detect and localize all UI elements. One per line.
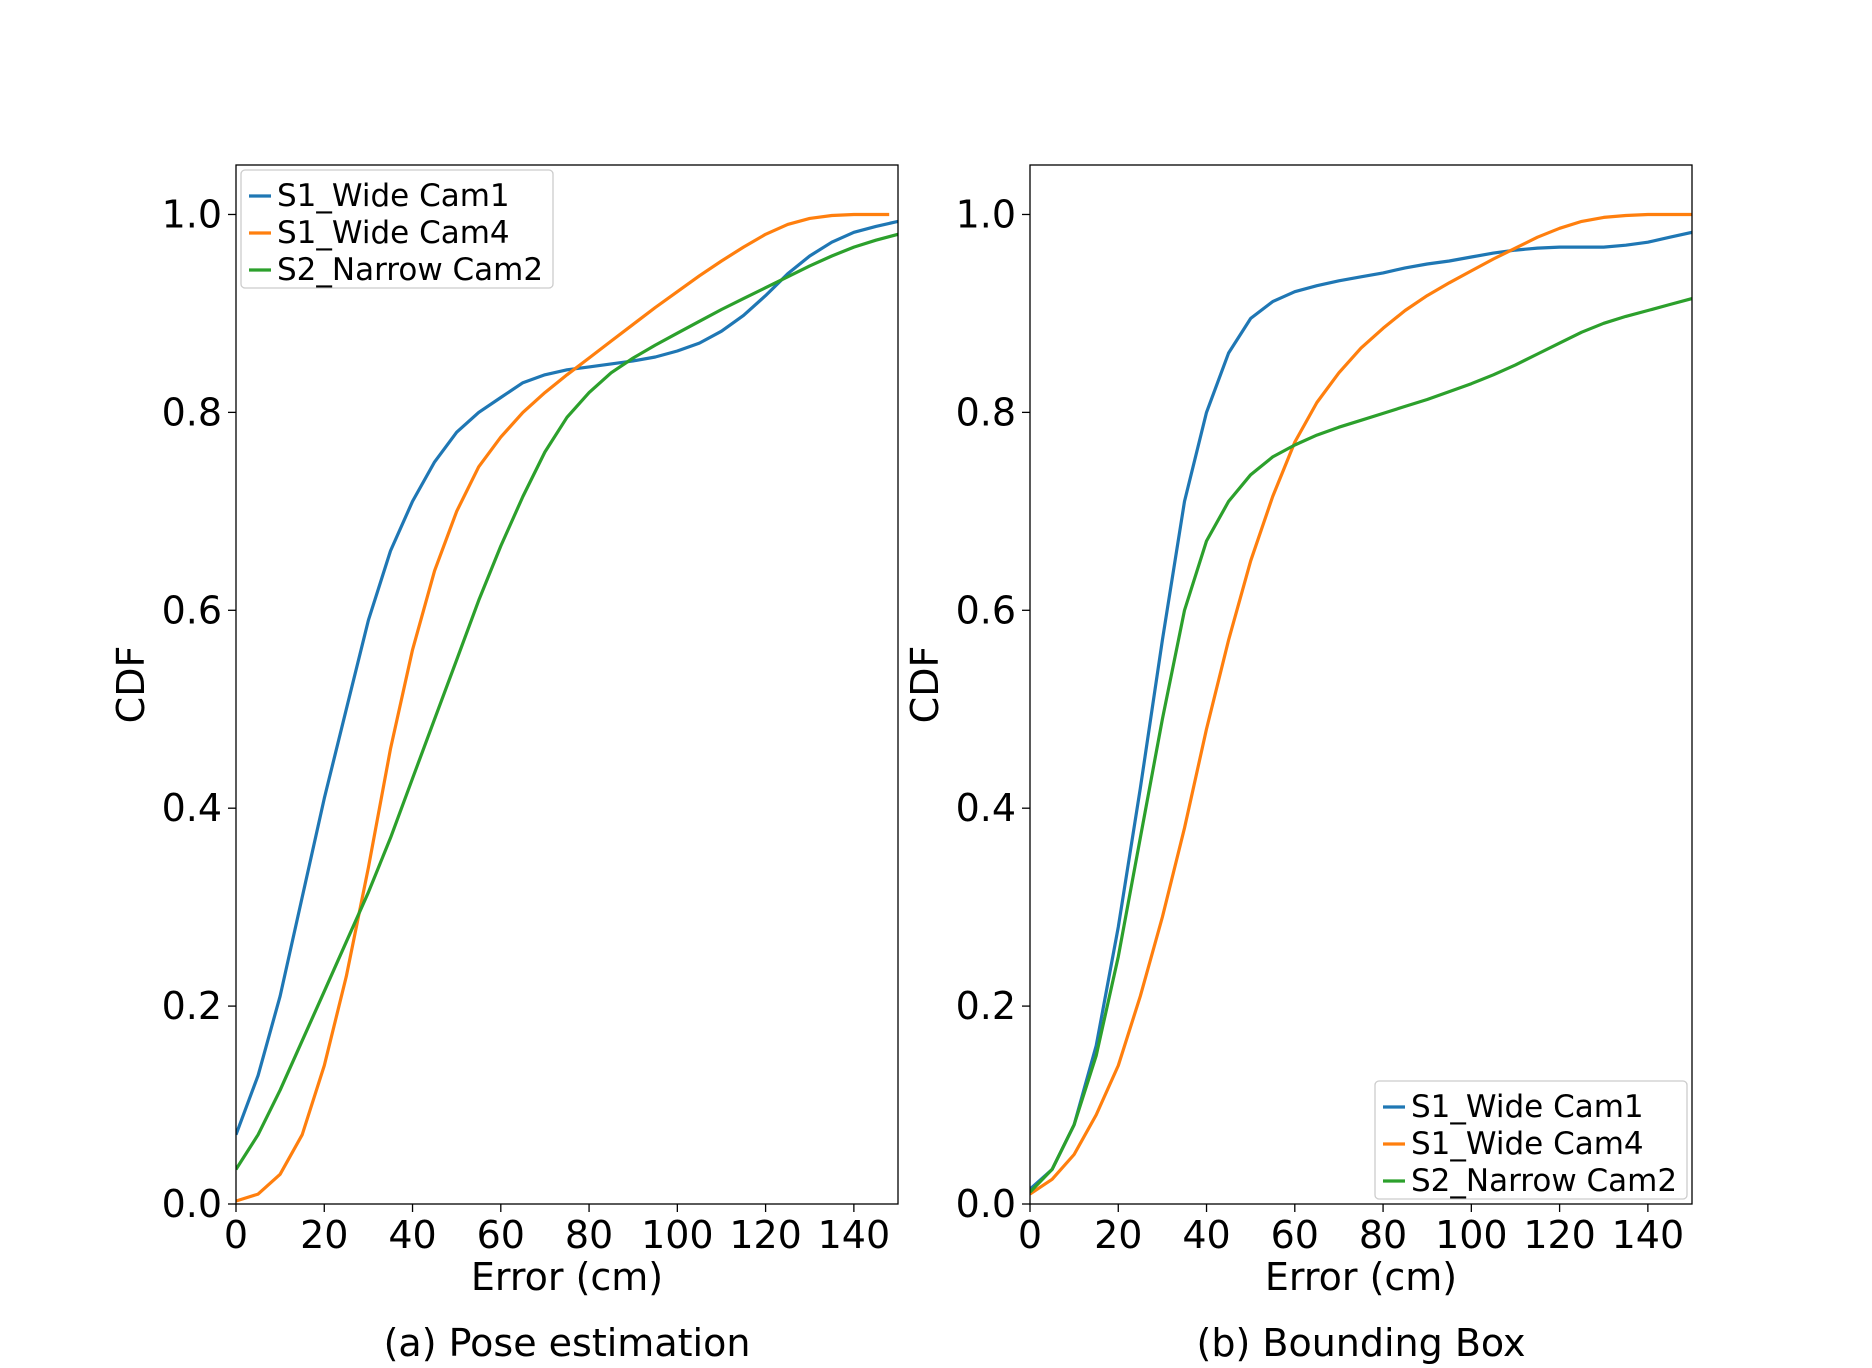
- y-tick-label: 1.0: [162, 192, 222, 236]
- series-line-2: [236, 212, 890, 1203]
- panel-pose: 0 20 40 60 80 100 120 140 0.0 0.2 0.4 0.6 0.8 1.0 Erro…: [109, 164, 899, 1365]
- x-tick-label: 80: [565, 1213, 613, 1257]
- legend-label-3: S2_Narrow Cam2: [1411, 1163, 1677, 1199]
- series-line-3: [1030, 297, 1692, 1194]
- y-tick-label: 0.8: [162, 390, 222, 434]
- plot-frame: [1029, 164, 1693, 1205]
- series-line-1: [236, 219, 898, 1136]
- x-tick-label: 120: [729, 1213, 802, 1257]
- y-tick-label: 0.6: [956, 588, 1016, 632]
- x-tick-label: 20: [300, 1213, 348, 1257]
- series-line-1: [1030, 230, 1692, 1191]
- x-tick-label: 20: [1094, 1213, 1142, 1257]
- y-tick-label: 0.6: [162, 588, 222, 632]
- panel-caption: (a) Pose estimation: [384, 1321, 751, 1365]
- y-tick-label: 0.4: [956, 786, 1016, 830]
- series-line-3: [236, 232, 898, 1171]
- legend-label-3: S2_Narrow Cam2: [277, 252, 543, 288]
- y-tick-label: 0.8: [956, 390, 1016, 434]
- x-tick-label: 40: [1182, 1213, 1230, 1257]
- panel-bbox: 0 20 40 60 80 100 120 140 0.0 0.2 0.4 0.6 0.8 1.0 Erro…: [903, 164, 1693, 1365]
- legend-box: [240, 169, 554, 289]
- x-tick-label: 140: [818, 1213, 891, 1257]
- x-tick-label: 60: [477, 1213, 525, 1257]
- y-tick-label: 0.2: [162, 984, 222, 1028]
- x-tick-label: 140: [1612, 1213, 1685, 1257]
- y-tick-label: 0.2: [956, 984, 1016, 1028]
- legend-label-1: S1_Wide Cam1: [1411, 1089, 1644, 1125]
- x-tick-label: 60: [1271, 1213, 1319, 1257]
- y-tick-label: 0.0: [956, 1182, 1016, 1226]
- x-tick-label: 120: [1523, 1213, 1596, 1257]
- x-tick-label: 0: [1018, 1213, 1042, 1257]
- panel-caption: (b) Bounding Box: [1197, 1321, 1526, 1365]
- y-tick-label: 0.4: [162, 786, 222, 830]
- y-tick-label: 1.0: [956, 192, 1016, 236]
- x-tick-label: 80: [1359, 1213, 1407, 1257]
- x-tick-label: 100: [1435, 1213, 1508, 1257]
- legend-label-1: S1_Wide Cam1: [277, 178, 510, 214]
- x-tick-label: 100: [641, 1213, 714, 1257]
- y-axis-label: CDF: [903, 646, 947, 724]
- plot-frame: [235, 164, 899, 1205]
- x-tick-label: 40: [388, 1213, 436, 1257]
- y-axis-label: CDF: [109, 646, 153, 724]
- legend-label-2: S1_Wide Cam4: [1411, 1126, 1644, 1162]
- x-tick-label: 0: [224, 1213, 248, 1257]
- series-line-2: [1030, 212, 1692, 1196]
- x-axis-label: Error (cm): [1265, 1255, 1457, 1299]
- legend-box: [1374, 1080, 1688, 1200]
- x-axis-label: Error (cm): [471, 1255, 663, 1299]
- y-tick-label: 0.0: [162, 1182, 222, 1226]
- legend-label-2: S1_Wide Cam4: [277, 215, 510, 251]
